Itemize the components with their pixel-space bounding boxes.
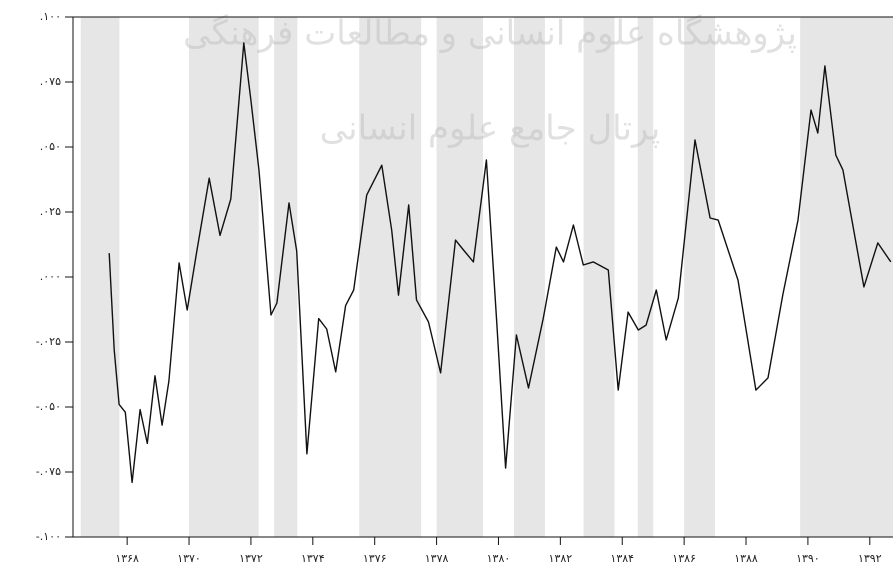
x-tick-label: ۱۳۷۲ [239, 552, 263, 565]
x-tick-label: ۱۳۷۰ [177, 552, 201, 565]
x-tick-label: ۱۳۷۸ [425, 552, 449, 565]
x-tick-label: ۱۳۷۶ [363, 552, 387, 565]
watermark: پرتال جامع علوم انسانی [320, 109, 660, 149]
x-tick-label: ۱۳۷۴ [301, 552, 325, 565]
y-tick-label: -.۰۷۵ [36, 465, 61, 478]
y-tick-label: .۰۰۰ [40, 270, 61, 283]
shaded-region [80, 17, 120, 537]
x-tick-label: ۱۳۸۲ [549, 552, 573, 565]
x-tick-label: ۱۳۹۰ [796, 552, 820, 565]
y-tick-label: .۰۲۵ [40, 205, 61, 218]
shaded-region [684, 17, 716, 537]
shaded-region [637, 17, 654, 537]
shaded-region [583, 17, 615, 537]
x-tick-label: ۱۳۸۴ [610, 552, 634, 565]
shaded-region [359, 17, 422, 537]
y-tick-label: -.۰۲۵ [36, 335, 61, 348]
shaded-region [274, 17, 298, 537]
x-tick-label: ۱۳۶۸ [115, 552, 139, 565]
data-line [108, 42, 892, 484]
shaded-region [189, 17, 259, 537]
x-tick-label: ۱۳۸۶ [672, 552, 696, 565]
watermark: پژوهشگاه علوم انسانی و مطالعات فرهنگی [183, 14, 797, 54]
x-tick-label: ۱۳۹۲ [858, 552, 882, 565]
x-tick-label: ۱۳۸۰ [487, 552, 511, 565]
y-tick-label: .۰۵۰ [40, 140, 61, 153]
y-tick-label: .۱۰۰ [40, 10, 61, 23]
y-tick-label: .۰۷۵ [40, 75, 61, 88]
shaded-region [800, 17, 893, 537]
shaded-region [513, 17, 545, 537]
x-tick-label: ۱۳۸۸ [734, 552, 758, 565]
y-tick-label: -.۰۵۰ [36, 400, 61, 413]
shaded-region [436, 17, 483, 537]
y-tick-label: -.۱۰۰ [36, 530, 61, 543]
